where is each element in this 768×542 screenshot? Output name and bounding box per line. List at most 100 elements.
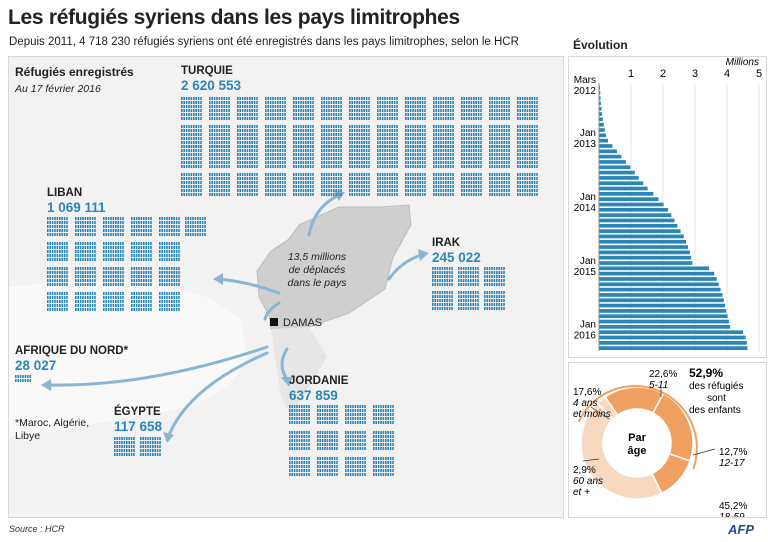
refugee-icon (302, 157, 305, 160)
refugee-icon (267, 185, 269, 188)
refugee-icon (284, 189, 286, 192)
refugee-icon (94, 233, 96, 236)
refugee-icon (253, 141, 256, 144)
refugee-icon (386, 165, 389, 168)
refugee-icon (536, 145, 538, 148)
refugee-icon (445, 181, 447, 184)
refugee-icon (173, 242, 175, 245)
refugee-icon (379, 149, 381, 152)
refugee-icon (379, 161, 381, 164)
refugee-icon (163, 229, 166, 232)
refugee-icon (486, 283, 488, 286)
refugee-icon (501, 173, 503, 176)
refugee-icon (49, 246, 51, 249)
refugee-icon (22, 379, 24, 382)
refugee-icon (521, 149, 524, 152)
refugee-icon (405, 157, 407, 160)
refugee-icon (293, 149, 295, 152)
refugee-icon (173, 279, 175, 282)
refugee-icon (357, 417, 359, 420)
refugee-icon (486, 307, 488, 310)
refugee-icon (209, 109, 211, 112)
refugee-icon (352, 421, 354, 424)
refugee-icon (274, 101, 277, 104)
refugee-icon (200, 133, 202, 136)
refugee-icon (133, 254, 135, 257)
refugee-icon (330, 189, 333, 192)
refugee-icon (491, 307, 493, 310)
refugee-icon (373, 461, 375, 464)
refugee-icon (458, 271, 460, 274)
refugee-icon (329, 469, 331, 472)
refugee-icon (223, 117, 225, 120)
refugee-icon (204, 225, 206, 228)
refugee-icon (244, 137, 246, 140)
refugee-icon (353, 145, 356, 148)
arrow-jordanie (280, 347, 289, 381)
footnote: *Maroc, Algérie, Libye (15, 417, 89, 443)
refugee-icon (414, 105, 417, 108)
refugee-icon (521, 161, 524, 164)
refugee-icon (405, 173, 407, 176)
refugee-icon (135, 267, 138, 270)
refugee-icon (333, 113, 335, 116)
refugee-icon (447, 189, 449, 192)
refugee-icon (517, 185, 519, 188)
refugee-icon (414, 129, 417, 132)
refugee-icon (249, 185, 251, 188)
refugee-icon (412, 125, 414, 128)
refugee-icon (389, 141, 391, 144)
refugee-icon (345, 465, 347, 468)
refugee-icon (171, 279, 173, 282)
refugee-icon (386, 189, 389, 192)
arrow-egypte (167, 351, 269, 437)
refugee-icon (452, 129, 454, 132)
refugee-icon (115, 229, 117, 232)
refugee-icon (161, 217, 163, 220)
refugee-icon (122, 258, 124, 261)
refugee-icon (293, 153, 295, 156)
refugee-icon (49, 225, 51, 228)
refugee-icon (185, 161, 188, 164)
refugee-icon (122, 271, 124, 274)
refugee-icon (373, 417, 375, 420)
refugee-icon (122, 250, 124, 253)
refugee-icon (361, 129, 363, 132)
refugee-icon (349, 125, 351, 128)
country-label-afrique-du-nord: AFRIQUE DU NORD* (15, 345, 129, 357)
refugee-icon (365, 149, 368, 152)
refugee-icon (473, 177, 475, 180)
refugee-icon (269, 137, 272, 140)
refugee-icon (156, 453, 159, 456)
refugee-icon (244, 161, 246, 164)
refugee-icon (351, 177, 353, 180)
refugee-icon (269, 189, 272, 192)
refugee-icon (409, 113, 412, 116)
refugee-icon (321, 469, 324, 472)
refugee-icon (444, 291, 446, 294)
refugee-icon (119, 225, 122, 228)
refugee-icon (386, 193, 389, 196)
refugee-icon (284, 181, 286, 184)
refugee-icon (465, 275, 467, 278)
refugee-icon (521, 189, 524, 192)
refugee-icon (171, 246, 173, 249)
refugee-icon (424, 185, 426, 188)
refugee-icon (150, 221, 152, 224)
refugee-icon (389, 447, 392, 450)
refugee-icon (354, 461, 357, 464)
refugee-icon (216, 189, 218, 192)
refugee-icon (228, 125, 230, 128)
refugee-icon (321, 447, 324, 450)
refugee-icon (223, 125, 225, 128)
refugee-icon (449, 141, 452, 144)
refugee-icon (112, 221, 115, 224)
refugee-icon (500, 267, 503, 270)
refugee-icon (27, 379, 29, 382)
refugee-icon (296, 421, 298, 424)
refugee-icon (297, 101, 300, 104)
refugee-icon (501, 149, 503, 152)
refugee-icon (221, 133, 223, 136)
refugee-icon (505, 193, 508, 196)
refugee-icon (82, 283, 84, 286)
